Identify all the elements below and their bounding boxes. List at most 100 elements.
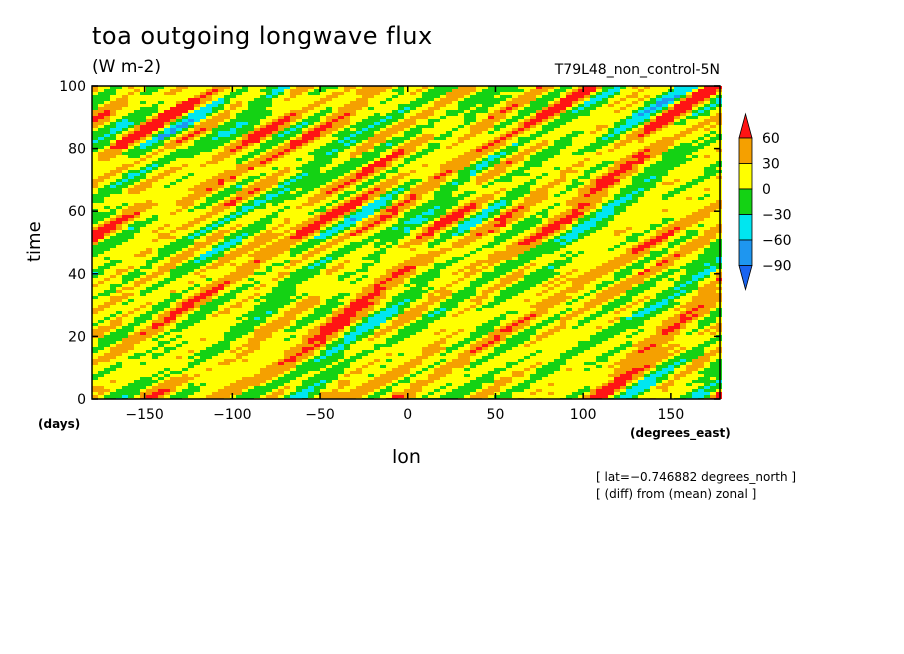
heatmap-cell [128, 314, 140, 317]
heatmap-cell [356, 209, 362, 212]
heatmap-cell [584, 311, 596, 314]
heatmap-cell [380, 92, 398, 95]
heatmap-cell [674, 323, 680, 326]
heatmap-cell [266, 107, 302, 110]
heatmap-cell [182, 209, 188, 212]
heatmap-cell [374, 191, 386, 194]
heatmap-cell [356, 224, 362, 227]
heatmap-cell [380, 347, 422, 350]
heatmap-cell [260, 137, 266, 140]
heatmap-cell [638, 113, 644, 116]
heatmap-cell [554, 113, 560, 116]
heatmap-cell [518, 323, 530, 326]
heatmap-cell [290, 266, 302, 269]
heatmap-cell [272, 89, 284, 92]
heatmap-cell [200, 293, 212, 296]
heatmap-cell [326, 317, 332, 320]
heatmap-cell [356, 182, 362, 185]
heatmap-cell [572, 218, 578, 221]
heatmap-cell [608, 149, 614, 152]
heatmap-cell [458, 233, 464, 236]
heatmap-cell [314, 122, 320, 125]
heatmap-cell [290, 371, 308, 374]
heatmap-cell [212, 158, 224, 161]
heatmap-cell [356, 299, 368, 302]
heatmap-cell [710, 188, 722, 191]
heatmap-cell [392, 212, 398, 215]
heatmap-cell [326, 272, 332, 275]
heatmap-cell [302, 338, 308, 341]
heatmap-cell [476, 302, 482, 305]
heatmap-cell [554, 203, 560, 206]
heatmap-cell [380, 131, 398, 134]
heatmap-cell [656, 344, 662, 347]
heatmap-cell [710, 107, 716, 110]
heatmap-cell [338, 107, 362, 110]
heatmap-cell [152, 137, 158, 140]
heatmap-cell [488, 371, 500, 374]
heatmap-cell [638, 101, 644, 104]
heatmap-cell [332, 251, 350, 254]
heatmap-cell [674, 182, 686, 185]
heatmap-cell [218, 113, 230, 116]
heatmap-cell [566, 146, 584, 149]
heatmap-cell [344, 344, 350, 347]
heatmap-cell [92, 365, 110, 368]
heatmap-cell [332, 317, 350, 320]
heatmap-cell [92, 218, 104, 221]
heatmap-cell [650, 260, 656, 263]
heatmap-cell [188, 248, 200, 251]
heatmap-cell [230, 281, 236, 284]
heatmap-cell [614, 206, 626, 209]
heatmap-cell [122, 116, 146, 119]
heatmap-cell [182, 143, 194, 146]
heatmap-cell [116, 131, 122, 134]
heatmap-cell [284, 209, 314, 212]
heatmap-cell [470, 173, 476, 176]
heatmap-cell [578, 239, 626, 242]
heatmap-cell [110, 260, 122, 263]
heatmap-cell [164, 278, 176, 281]
heatmap-cell [188, 134, 194, 137]
heatmap-cell [590, 227, 602, 230]
heatmap-cell [230, 272, 254, 275]
heatmap-cell [578, 254, 620, 257]
heatmap-cell [350, 293, 356, 296]
heatmap-cell [602, 227, 626, 230]
heatmap-cell [368, 254, 380, 257]
heatmap-cell [536, 86, 542, 89]
heatmap-cell [656, 140, 674, 143]
heatmap-cell [428, 293, 434, 296]
heatmap-cell [644, 128, 656, 131]
heatmap-cell [296, 368, 320, 371]
heatmap-cell [134, 299, 164, 302]
heatmap-cell [164, 146, 176, 149]
heatmap-cell [116, 179, 122, 182]
heatmap-cell [566, 173, 584, 176]
heatmap-cell [536, 239, 542, 242]
heatmap-cell [254, 191, 260, 194]
heatmap-cell [464, 236, 482, 239]
heatmap-cell [464, 218, 470, 221]
heatmap-cell [98, 221, 104, 224]
heatmap-cell [242, 242, 248, 245]
heatmap-cell [500, 221, 506, 224]
heatmap-cell [662, 272, 674, 275]
heatmap-cell [566, 359, 596, 362]
heatmap-cell [98, 293, 110, 296]
heatmap-cell [476, 107, 488, 110]
heatmap-cell [326, 266, 332, 269]
heatmap-cell [542, 290, 548, 293]
heatmap-cell [530, 356, 560, 359]
heatmap-cell [314, 221, 326, 224]
heatmap-cell [170, 260, 182, 263]
heatmap-cell [614, 95, 626, 98]
heatmap-cell [584, 272, 608, 275]
heatmap-cell [308, 116, 320, 119]
heatmap-cell [338, 179, 350, 182]
heatmap-cell [134, 317, 152, 320]
heatmap-cell [452, 248, 476, 251]
heatmap-cell [260, 260, 266, 263]
heatmap-cell [626, 308, 638, 311]
heatmap-cell [164, 326, 176, 329]
